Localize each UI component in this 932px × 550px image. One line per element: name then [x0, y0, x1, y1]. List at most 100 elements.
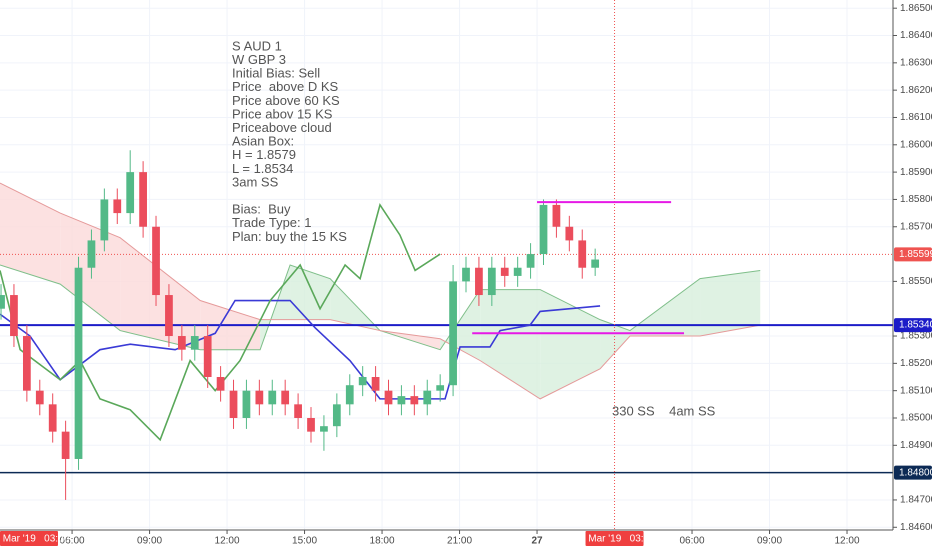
candle-body [449, 281, 457, 386]
x-tick-label: 06:00 [60, 536, 85, 547]
candle-body [475, 267, 483, 296]
time-label: 26 Mar '19 03:00 [0, 534, 70, 545]
candle-body [190, 336, 199, 350]
note-line: Priceabove cloud [232, 120, 332, 135]
y-tick-label: 1.85200 [900, 358, 932, 369]
candle-body [513, 267, 522, 276]
candle-body [371, 377, 380, 391]
candle-body [487, 267, 496, 296]
note-line: L = 1.8534 [232, 161, 293, 176]
time-label-box [585, 531, 644, 546]
candle-body [255, 390, 264, 405]
x-tick-label: 15:00 [292, 536, 317, 547]
note-line: Asian Box: [232, 134, 294, 149]
candle-body [35, 390, 44, 405]
y-tick-label: 1.86100 [900, 112, 932, 123]
candle-body [126, 172, 135, 214]
y-tick-label: 1.84700 [900, 495, 932, 506]
x-tick-label: 18:00 [370, 536, 395, 547]
time-label: 27 Mar '19 03:00 [574, 534, 655, 545]
candle-body [500, 267, 509, 276]
cloud-fill [480, 289, 541, 399]
candle-body [578, 240, 587, 268]
candle-body [216, 377, 225, 391]
candle-body [526, 254, 535, 268]
note-line: Initial Bias: Sell [232, 66, 320, 81]
candle-body [229, 390, 238, 418]
candle-body [139, 172, 147, 227]
candle-body [539, 204, 548, 255]
note-line: W GBP 3 [232, 52, 286, 67]
axes: 1.86500 1.86400 1.86300 1.86200 1.86100 1.860… [0, 3, 932, 547]
x-tick-label: 12:00 [835, 536, 860, 547]
candle-body [436, 385, 445, 391]
candle-body [242, 390, 251, 418]
candle-body [100, 199, 109, 241]
candle-body [165, 295, 173, 337]
cloud-fill [600, 319, 631, 369]
cloud-fill [700, 270, 761, 337]
candle-body [152, 226, 160, 296]
candle-body [22, 336, 31, 391]
y-tick-label: 1.84900 [900, 440, 932, 451]
candle-body [332, 404, 341, 427]
note: 330 SS 4am SS [612, 403, 716, 418]
candle-body [358, 377, 367, 386]
note-line: Trade Type: 1 [232, 215, 312, 230]
candle-body [10, 295, 18, 337]
candle-body [281, 390, 290, 405]
y-tick-label: 1.86000 [900, 139, 932, 150]
candle-body [462, 267, 470, 282]
plot-area [0, 0, 893, 530]
candle-body [48, 404, 57, 432]
note-line: Price above 60 KS [232, 93, 340, 108]
y-tick-label: 1.85700 [900, 221, 932, 232]
note-line: Bias: Buy [232, 202, 291, 217]
candle-body [320, 426, 328, 432]
cloud-fill [290, 265, 331, 320]
y-tick-label: 1.86200 [900, 85, 932, 96]
y-tick-label: 1.85800 [900, 194, 932, 205]
note-line: H = 1.8579 [232, 147, 296, 162]
price-label: 1.85340 [899, 320, 932, 331]
x-tick-label: 21:00 [447, 536, 472, 547]
price-label: 1.85599 [899, 249, 932, 260]
y-tick-label: 1.85500 [900, 276, 932, 287]
candle-body [384, 390, 393, 405]
note-line: Price above D KS [232, 79, 339, 94]
candle-body [307, 417, 315, 432]
candle-body [113, 199, 122, 214]
y-tick-label: 1.86400 [900, 30, 932, 41]
price-label: 1.84800 [899, 467, 932, 478]
indicator-line [0, 299, 601, 400]
cloud-fill [120, 237, 201, 350]
candle-body [345, 385, 354, 405]
candle-body [591, 259, 600, 268]
y-tick-label: 1.85100 [900, 385, 932, 396]
note-line: 3am SS [232, 174, 279, 189]
candle-body [552, 204, 561, 227]
cloud-fill [630, 278, 701, 337]
note-line: Plan: buy the 15 KS [232, 229, 347, 244]
candle-body [410, 396, 419, 405]
y-tick-label: 1.85900 [900, 167, 932, 178]
x-tick-label: 27 [531, 536, 543, 547]
candle-body [177, 336, 186, 350]
candle-body [203, 336, 212, 378]
x-tick-label: 09:00 [757, 536, 782, 547]
y-tick-label: 1.85300 [900, 331, 932, 342]
cloud-fill [540, 289, 601, 399]
candle-body [0, 295, 5, 309]
x-tick-label: 09:00 [137, 536, 162, 547]
price-label-box [894, 318, 932, 333]
candle-body [423, 390, 432, 405]
y-tick-label: 1.86500 [900, 3, 932, 14]
candle-body [294, 404, 302, 418]
candle-body [74, 267, 83, 459]
note-line: S AUD 1 [232, 38, 282, 53]
candle-body [565, 226, 574, 241]
cloud-fill [0, 183, 61, 285]
price-label-box [894, 465, 932, 480]
